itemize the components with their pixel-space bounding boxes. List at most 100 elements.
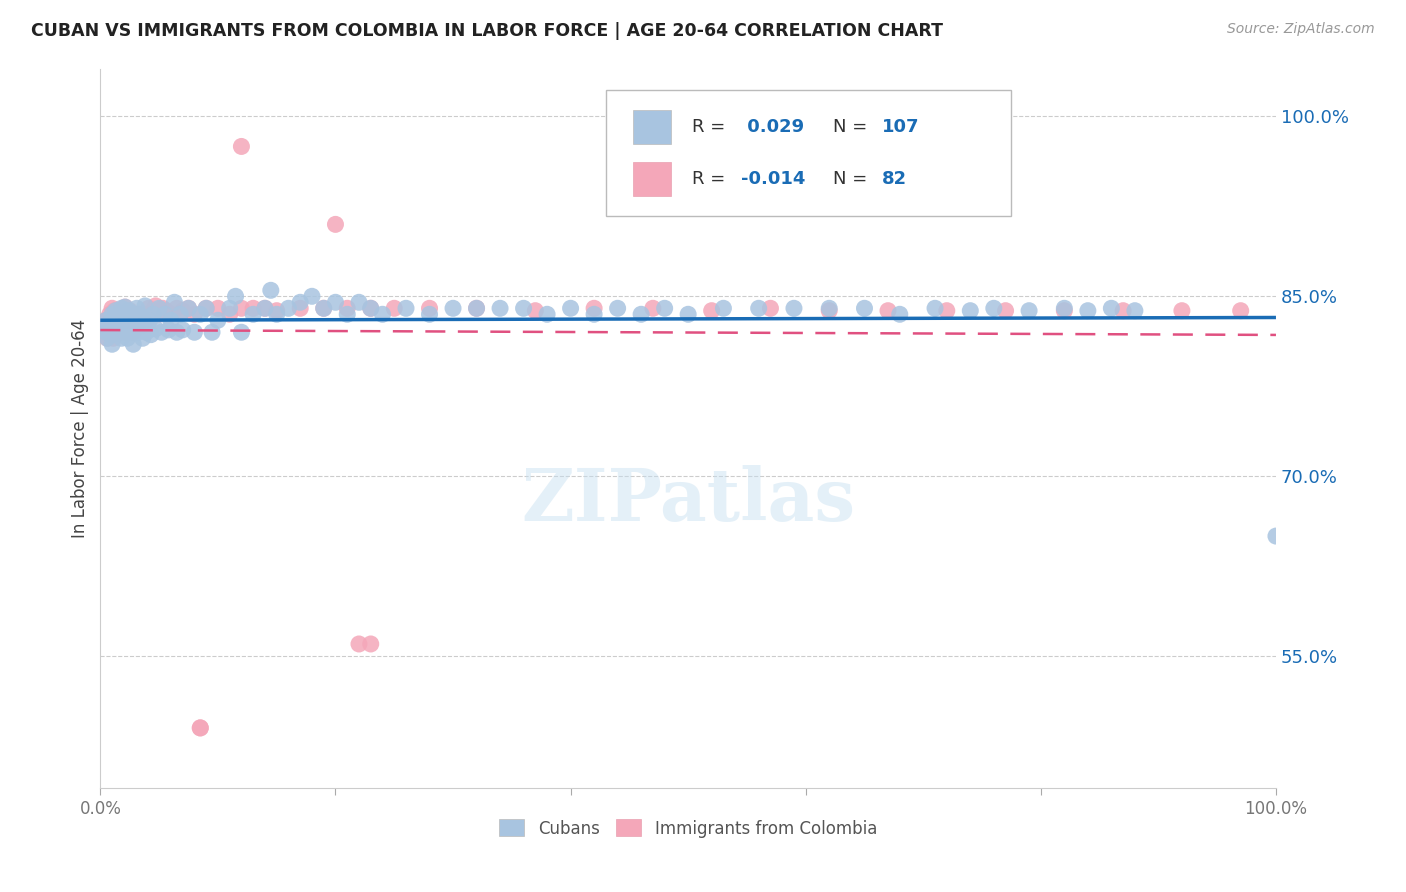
Point <box>183 325 205 339</box>
Point <box>135 313 157 327</box>
Point <box>166 301 188 316</box>
Point <box>183 307 205 321</box>
Point <box>101 307 124 321</box>
Point <box>654 301 676 316</box>
Point <box>138 301 160 316</box>
Point <box>155 303 177 318</box>
Point <box>148 307 170 321</box>
Point <box>112 314 135 328</box>
Point <box>1171 303 1194 318</box>
FancyBboxPatch shape <box>606 90 1011 216</box>
Point <box>104 303 127 318</box>
Point <box>101 337 124 351</box>
Point <box>120 306 142 320</box>
Point <box>118 320 141 334</box>
Text: N =: N = <box>832 170 873 188</box>
Point <box>924 301 946 316</box>
Point <box>103 318 125 332</box>
Point <box>512 301 534 316</box>
Point <box>195 301 218 316</box>
Point <box>98 316 121 330</box>
Point <box>1018 303 1040 318</box>
Point <box>371 307 394 321</box>
Point <box>97 316 120 330</box>
Point <box>465 301 488 316</box>
Point <box>114 300 136 314</box>
Point <box>160 307 183 321</box>
Point <box>1123 303 1146 318</box>
Point <box>150 325 173 339</box>
Point <box>110 318 132 332</box>
Point <box>128 316 150 330</box>
Point <box>139 307 162 321</box>
Point <box>818 301 841 316</box>
Point <box>117 331 139 345</box>
Point <box>606 301 628 316</box>
Point <box>290 301 312 316</box>
Point <box>177 301 200 316</box>
Point <box>853 301 876 316</box>
Point <box>1265 529 1288 543</box>
Point <box>108 312 131 326</box>
Point <box>207 313 229 327</box>
Point <box>169 307 191 321</box>
Point <box>336 307 359 321</box>
Point <box>560 301 582 316</box>
Point <box>121 325 143 339</box>
Point <box>118 303 141 318</box>
Point <box>103 310 125 325</box>
Point <box>117 303 139 318</box>
Point <box>713 301 735 316</box>
Point <box>1077 303 1099 318</box>
FancyBboxPatch shape <box>633 110 671 145</box>
Point <box>465 301 488 316</box>
Point <box>138 313 160 327</box>
Point <box>131 319 153 334</box>
Point <box>129 316 152 330</box>
Point <box>117 310 139 325</box>
Point <box>112 307 135 321</box>
Point <box>759 301 782 316</box>
Point <box>96 313 118 327</box>
Point <box>96 319 118 334</box>
Point <box>630 307 652 321</box>
Point <box>115 318 138 332</box>
Point <box>152 301 174 316</box>
Point <box>145 321 167 335</box>
Point <box>112 314 135 328</box>
Point <box>959 303 981 318</box>
Point <box>139 327 162 342</box>
Point <box>134 299 156 313</box>
Point <box>98 307 121 321</box>
Point <box>131 331 153 345</box>
Point <box>218 307 240 321</box>
Point <box>96 313 118 327</box>
Text: Source: ZipAtlas.com: Source: ZipAtlas.com <box>1227 22 1375 37</box>
Point <box>96 331 118 345</box>
Point <box>114 300 136 314</box>
Point <box>145 299 167 313</box>
Point <box>163 295 186 310</box>
Point <box>242 307 264 321</box>
Point <box>889 307 911 321</box>
Point <box>115 325 138 339</box>
Point <box>325 295 347 310</box>
Point <box>231 325 253 339</box>
Point <box>395 301 418 316</box>
Point <box>336 301 359 316</box>
Text: ZIPatlas: ZIPatlas <box>522 465 855 535</box>
Point <box>983 301 1005 316</box>
Point <box>277 301 299 316</box>
Point <box>94 319 117 334</box>
Point <box>201 325 224 339</box>
Point <box>231 139 253 153</box>
Point <box>382 301 405 316</box>
Point <box>103 310 125 325</box>
Point <box>103 303 125 318</box>
Point <box>418 301 440 316</box>
Point <box>136 319 159 334</box>
Point <box>231 301 253 316</box>
Point <box>877 303 900 318</box>
Point <box>124 313 146 327</box>
Y-axis label: In Labor Force | Age 20-64: In Labor Force | Age 20-64 <box>72 318 89 538</box>
